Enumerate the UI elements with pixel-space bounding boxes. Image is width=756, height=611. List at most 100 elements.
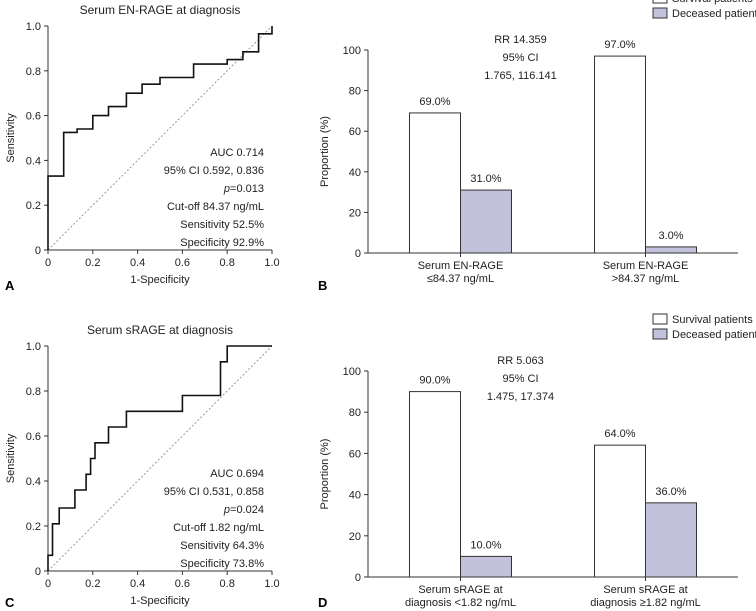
x-tick-label-A: 1.0 (264, 257, 279, 269)
rr-annotation-D: RR 5.063 (497, 355, 543, 367)
panel-letter-A: A (5, 278, 15, 293)
group-label-D: Serum sRAGE at (418, 584, 502, 596)
x-tick-label-A: 0.8 (220, 257, 235, 269)
y-tick-label-D: 20 (349, 531, 361, 543)
y-tick-label-D: 80 (349, 407, 361, 419)
panel-letter-B: B (318, 278, 327, 293)
x-tick-label-A: 0.4 (130, 257, 145, 269)
rr-annotation-D: 95% CI (502, 373, 538, 385)
y-tick-label-C: 0 (35, 566, 41, 578)
y-tick-label-A: 0.4 (26, 155, 41, 167)
bar-value-label-B: 69.0% (419, 96, 450, 108)
bar-D-deceased-2 (645, 502, 697, 578)
bar-D-survival-2 (594, 444, 646, 578)
legend-swatch-D (652, 313, 668, 325)
roc-curve-A (47, 26, 273, 250)
stat-line-A: AUC 0.714 (210, 147, 264, 159)
y-tick-label-A: 0 (35, 245, 41, 257)
y-tick-label-B: 60 (349, 126, 361, 138)
bar-value-label-B: 97.0% (604, 39, 635, 51)
bar-D-survival-1 (409, 391, 461, 578)
y-tick-label-A: 0.2 (26, 200, 41, 212)
x-tick-label-A: 0.6 (175, 257, 190, 269)
y-axis-label-D: Proportion (%) (319, 439, 331, 510)
y-tick-label-C: 1.0 (26, 341, 41, 353)
group-label-D: diagnosis ≥1.82 ng/mL (590, 597, 701, 609)
x-tick-label-C: 0.6 (175, 578, 190, 590)
bar-B-deceased-2 (645, 246, 697, 254)
legend-label-B: Survival patients (672, 0, 753, 5)
group-label-B: >84.37 ng/mL (612, 273, 680, 285)
chart-title-C: Serum sRAGE at diagnosis (87, 323, 233, 337)
stat-line-C: 95% CI 0.531, 0.858 (164, 486, 264, 498)
stat-line-A: Sensitivity 52.5% (180, 219, 264, 231)
reference-diagonal-A (47, 25, 273, 251)
bar-value-label-B: 31.0% (470, 173, 501, 185)
y-tick-label-D: 60 (349, 448, 361, 460)
y-tick-label-D: 0 (355, 572, 361, 584)
rr-annotation-B: RR 14.359 (494, 34, 547, 46)
x-tick-label-C: 0 (45, 578, 51, 590)
y-tick-label-C: 0.6 (26, 431, 41, 443)
y-tick-label-C: 0.8 (26, 386, 41, 398)
y-tick-label-B: 0 (355, 248, 361, 260)
p-value-letter: p (223, 504, 230, 516)
y-tick-label-C: 0.4 (26, 476, 41, 488)
stat-line-A: Cut-off 84.37 ng/mL (167, 201, 264, 213)
x-tick-label-A: 0 (45, 257, 51, 269)
group-label-B: Serum EN-RAGE (418, 260, 504, 272)
y-axis-label-C: Sensitivity (5, 433, 17, 483)
bar-value-label-D: 36.0% (655, 486, 686, 498)
bar-D-deceased-1 (460, 555, 512, 578)
bar-value-label-B: 3.0% (658, 230, 683, 242)
bar-value-label-D: 90.0% (419, 375, 450, 387)
group-label-B: ≤84.37 ng/mL (427, 273, 494, 285)
stat-line-C: AUC 0.694 (210, 468, 264, 480)
chart-title-A: Serum EN-RAGE at diagnosis (80, 3, 241, 17)
bar-B-deceased-1 (460, 189, 512, 254)
stat-line-C: Cut-off 1.82 ng/mL (173, 522, 264, 534)
group-label-D: diagnosis <1.82 ng/mL (405, 597, 516, 609)
rr-annotation-B: 1.765, 116.141 (484, 70, 557, 82)
y-axis-label-B: Proportion (%) (319, 116, 331, 187)
panel-letter-D: D (318, 595, 327, 610)
x-tick-label-C: 0.8 (220, 578, 235, 590)
stat-line-C: Specificity 73.8% (180, 558, 264, 570)
legend-label-B: Deceased patients (672, 8, 756, 20)
x-tick-label-C: 0.2 (85, 578, 100, 590)
legend-label-D: Survival patients (672, 314, 753, 326)
x-tick-label-C: 1.0 (264, 578, 279, 590)
y-axis-label-A: Sensitivity (5, 113, 17, 163)
x-tick-label-A: 0.2 (85, 257, 100, 269)
y-tick-label-B: 80 (349, 86, 361, 98)
y-tick-label-A: 0.6 (26, 111, 41, 123)
y-tick-label-A: 1.0 (26, 21, 41, 33)
stat-line-A: Specificity 92.9% (180, 237, 264, 249)
stat-line-C: Sensitivity 64.3% (180, 540, 264, 552)
y-tick-label-D: 100 (343, 366, 361, 378)
stat-line-A: p=0.013 (223, 183, 264, 195)
p-value-rest: =0.013 (230, 183, 264, 195)
panel-letter-C: C (5, 595, 15, 610)
rr-annotation-B: 95% CI (502, 52, 538, 64)
stat-line-C: p=0.024 (223, 504, 264, 516)
y-tick-label-D: 40 (349, 490, 361, 502)
bar-value-label-D: 64.0% (604, 428, 635, 440)
roc-curve-C (47, 345, 272, 571)
x-tick-label-C: 0.4 (130, 578, 145, 590)
p-value-rest: =0.024 (230, 504, 264, 516)
x-axis-label-A: 1-Specificity (130, 274, 190, 286)
legend-swatch-D (652, 328, 668, 340)
stat-line-A: 95% CI 0.592, 0.836 (164, 165, 264, 177)
bar-value-label-D: 10.0% (470, 539, 501, 551)
reference-diagonal-C (47, 345, 273, 572)
y-tick-label-B: 20 (349, 207, 361, 219)
group-label-B: Serum EN-RAGE (603, 260, 689, 272)
y-tick-label-B: 100 (343, 45, 361, 57)
p-value-letter: p (223, 183, 230, 195)
rr-annotation-D: 1.475, 17.374 (487, 391, 554, 403)
y-tick-label-B: 40 (349, 167, 361, 179)
bar-B-survival-2 (594, 55, 646, 254)
legend-swatch-B (652, 7, 668, 19)
